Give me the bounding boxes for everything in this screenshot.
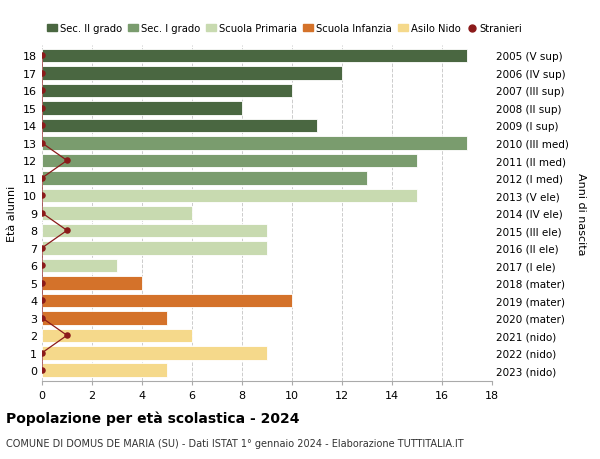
- Point: [37, 175, 47, 182]
- Bar: [42, 119, 317, 133]
- Point: [37, 245, 47, 252]
- Point: [37, 349, 47, 357]
- Point: [37, 105, 47, 112]
- Bar: [42, 346, 267, 360]
- Text: Popolazione per età scolastica - 2024: Popolazione per età scolastica - 2024: [6, 411, 299, 425]
- Bar: [42, 137, 467, 151]
- Text: COMUNE DI DOMUS DE MARIA (SU) - Dati ISTAT 1° gennaio 2024 - Elaborazione TUTTIT: COMUNE DI DOMUS DE MARIA (SU) - Dati IST…: [6, 438, 464, 448]
- Bar: [42, 207, 192, 220]
- Bar: [42, 172, 367, 185]
- Bar: [42, 224, 267, 238]
- Bar: [42, 50, 467, 63]
- Bar: [42, 276, 142, 290]
- Y-axis label: Anni di nascita: Anni di nascita: [576, 172, 586, 255]
- Point: [62, 332, 72, 339]
- Point: [37, 314, 47, 322]
- Point: [37, 210, 47, 217]
- Bar: [42, 329, 192, 342]
- Bar: [42, 189, 417, 203]
- Point: [37, 140, 47, 147]
- Point: [37, 367, 47, 374]
- Point: [37, 280, 47, 287]
- Bar: [42, 84, 292, 98]
- Legend: Sec. II grado, Sec. I grado, Scuola Primaria, Scuola Infanzia, Asilo Nido, Stran: Sec. II grado, Sec. I grado, Scuola Prim…: [47, 24, 523, 34]
- Point: [37, 123, 47, 130]
- Bar: [42, 311, 167, 325]
- Bar: [42, 154, 417, 168]
- Point: [62, 157, 72, 165]
- Y-axis label: Età alunni: Età alunni: [7, 185, 17, 241]
- Bar: [42, 67, 342, 81]
- Bar: [42, 102, 242, 116]
- Point: [37, 262, 47, 269]
- Bar: [42, 259, 117, 273]
- Point: [37, 88, 47, 95]
- Bar: [42, 241, 267, 255]
- Point: [37, 53, 47, 60]
- Bar: [42, 294, 292, 308]
- Bar: [42, 364, 167, 377]
- Point: [37, 70, 47, 78]
- Point: [37, 192, 47, 200]
- Point: [37, 297, 47, 304]
- Point: [62, 227, 72, 235]
